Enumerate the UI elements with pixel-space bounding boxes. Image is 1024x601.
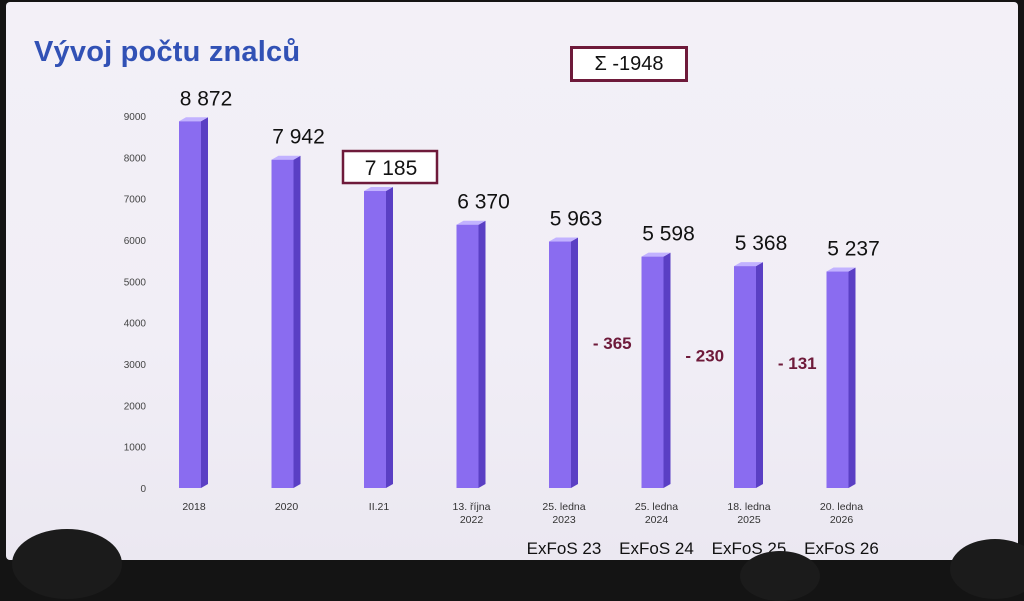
x-tick-label: 2024 xyxy=(645,514,669,526)
x-tick-label: 20. ledna xyxy=(820,501,863,513)
bar-side xyxy=(663,252,671,488)
bar-value-label: 5 368 xyxy=(735,232,788,255)
y-tick-label: 3000 xyxy=(124,360,147,371)
delta-label: - 230 xyxy=(685,346,724,365)
y-tick-label: 2000 xyxy=(124,401,147,412)
bar-chart: 0 1000 2000 3000 4000 5000 6000 7000 8000 9000 8 8… xyxy=(124,87,880,558)
bar xyxy=(641,256,664,488)
audience-head-left xyxy=(12,529,122,599)
total-change-label: Σ -1948 xyxy=(594,52,664,75)
bar xyxy=(549,241,571,488)
bar xyxy=(734,266,756,488)
bar-top xyxy=(179,117,208,122)
audience-head-right xyxy=(950,539,1024,599)
y-tick-label: 6000 xyxy=(124,236,147,247)
bar xyxy=(364,191,386,488)
bar-top xyxy=(549,237,578,242)
bar-value-label: 6 370 xyxy=(457,191,510,214)
y-tick-label: 1000 xyxy=(124,443,147,454)
bar-value-label: 7 942 xyxy=(272,126,325,149)
y-tick-label: 5000 xyxy=(124,277,147,288)
edition-label: ExFoS 23 xyxy=(527,539,602,558)
bar xyxy=(826,271,849,488)
edition-label: ExFoS 26 xyxy=(804,539,879,558)
x-tick-label: 2025 xyxy=(737,514,761,526)
bar-side xyxy=(478,220,486,488)
bar-side xyxy=(756,262,763,488)
bar-value-label: 5 598 xyxy=(642,223,695,246)
bar-top xyxy=(271,155,301,160)
bar-side xyxy=(848,267,856,488)
bar xyxy=(271,159,294,489)
x-tick-label: 13. října xyxy=(453,501,491,513)
bar-side xyxy=(201,117,208,489)
total-change-box: Σ -1948 xyxy=(570,46,688,82)
delta-label: - 131 xyxy=(778,354,817,373)
x-tick-label: 2020 xyxy=(275,501,299,513)
highlight-box xyxy=(341,149,439,185)
bar-value-label: 5 237 xyxy=(827,238,880,261)
x-tick-label: 18. ledna xyxy=(727,501,770,513)
bar-top xyxy=(364,187,393,192)
x-tick-label: 2022 xyxy=(460,514,484,526)
x-tick-label: 2023 xyxy=(552,514,576,526)
bar-top xyxy=(734,262,763,267)
x-tick-label: 2018 xyxy=(182,501,206,513)
delta-label: - 365 xyxy=(593,334,632,353)
bar-value-label: 5 963 xyxy=(550,208,603,231)
bar-side xyxy=(293,155,301,489)
bar-top xyxy=(641,252,671,257)
y-tick-label: 4000 xyxy=(124,319,147,330)
y-tick-label: 7000 xyxy=(124,195,147,206)
x-tick-label: II.21 xyxy=(369,501,390,513)
bar-top xyxy=(456,220,486,225)
bar-side xyxy=(386,187,393,488)
x-tick-label: 25. ledna xyxy=(635,501,678,513)
bar-value-label: 7 185 xyxy=(365,157,418,180)
x-tick-label: 2026 xyxy=(830,514,854,526)
x-tick-label: 25. ledna xyxy=(542,501,585,513)
presentation-slide: Vývoj počtu znalců Σ -1948 0 1000 2000 3000… xyxy=(6,2,1018,560)
y-tick-label: 8000 xyxy=(124,153,147,164)
bar-top xyxy=(826,267,856,272)
y-tick-label: 0 xyxy=(140,484,146,495)
audience-head-center xyxy=(740,551,820,601)
bar-value-label: 8 872 xyxy=(180,87,233,110)
bar xyxy=(456,224,479,488)
bar xyxy=(179,121,201,489)
y-tick-label: 9000 xyxy=(124,112,147,123)
bar-side xyxy=(571,237,578,488)
edition-label: ExFoS 24 xyxy=(619,539,694,558)
slide-title: Vývoj počtu znalců xyxy=(34,36,301,68)
